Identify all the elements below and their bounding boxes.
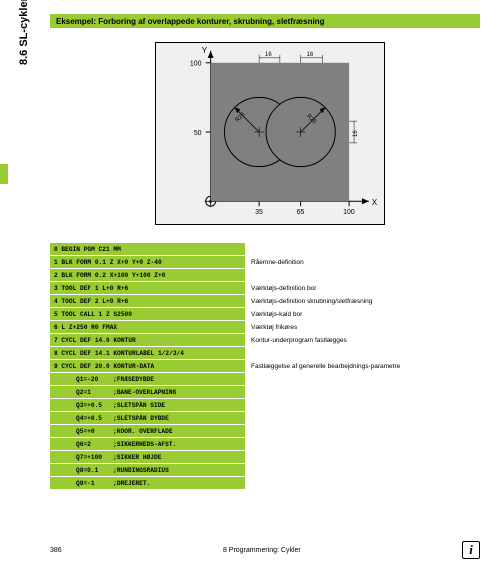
code-row: Q5=+0 ;KOOR. OVERFLADE [50, 425, 480, 437]
axis-y-label: Y [202, 46, 208, 55]
code-row: 7 CYCL DEF 14.0 KONTURKontur-underprogra… [50, 334, 480, 346]
code-row: Q9=-1 ;DREJERET. [50, 477, 480, 489]
desc-cell: Fastlæggelse af generelle bearbejdnings-… [245, 360, 480, 372]
svg-text:16: 16 [307, 52, 314, 58]
desc-cell: Værktøjs-definition bor [245, 282, 480, 294]
svg-text:50: 50 [194, 130, 202, 137]
code-row: Q3=+0.5 ;SLETSPÅN SIDE [50, 399, 480, 411]
code-row: Q1=-20 ;FRÆSEDYBDE [50, 373, 480, 385]
code-cell: Q2=1 ;BANE-OVERLAPNING [50, 386, 245, 398]
code-cell: Q8=0.1 ;RUNDINGSRADIUS [50, 464, 245, 476]
code-row: 3 TOOL DEF 1 L+0 R+6Værktøjs-definition … [50, 282, 480, 294]
desc-cell: Værktøjs-kald bor [245, 308, 480, 320]
code-row: 6 L Z+250 R0 FMAXVærktøj frikøres [50, 321, 480, 333]
code-cell: Q4=+0.5 ;SLETSPÅN DYBDE [50, 412, 245, 424]
code-row: 4 TOOL DEF 2 L+0 R+6Værktøjs-definition … [50, 295, 480, 307]
example-header-text: Eksempel: Forboring af overlappede kontu… [56, 17, 325, 26]
code-cell: 3 TOOL DEF 1 L+0 R+6 [50, 282, 245, 294]
desc-cell [245, 347, 480, 359]
code-row: Q6=2 ;SIKKERHEDS-AFST. [50, 438, 480, 450]
code-row: 5 TOOL CALL 1 Z S2500Værktøjs-kald bor [50, 308, 480, 320]
code-cell: Q6=2 ;SIKKERHEDS-AFST. [50, 438, 245, 450]
svg-text:65: 65 [297, 209, 305, 216]
technical-diagram: X Y 35 65 100 50 100 R25 [155, 42, 385, 225]
code-row: Q8=0.1 ;RUNDINGSRADIUS [50, 464, 480, 476]
code-table: 0 BEGIN PGM C21 MM1 BLK FORM 0.1 Z X+0 Y… [50, 243, 480, 490]
svg-text:100: 100 [343, 209, 355, 216]
code-row: Q7=+100 ;SIKKER HØJDE [50, 451, 480, 463]
code-cell: Q9=-1 ;DREJERET. [50, 477, 245, 489]
code-cell: Q3=+0.5 ;SLETSPÅN SIDE [50, 399, 245, 411]
desc-cell: Kontur-underprogram fastlægges [245, 334, 480, 346]
code-cell: 0 BEGIN PGM C21 MM [50, 243, 245, 255]
code-cell: Q5=+0 ;KOOR. OVERFLADE [50, 425, 245, 437]
desc-cell [245, 373, 480, 385]
code-cell: 5 TOOL CALL 1 Z S2500 [50, 308, 245, 320]
code-cell: 7 CYCL DEF 14.0 KONTUR [50, 334, 245, 346]
desc-cell [245, 412, 480, 424]
chapter-label: 8 Programmering: Cykler [223, 547, 301, 554]
code-cell: 6 L Z+250 R0 FMAX [50, 321, 245, 333]
desc-cell [245, 386, 480, 398]
svg-text:16: 16 [265, 52, 272, 58]
desc-cell [245, 438, 480, 450]
code-cell: 2 BLK FORM 0.2 X+100 Y+100 Z+0 [50, 269, 245, 281]
section-label: 8.6 SL-cykler [18, 0, 30, 65]
desc-cell [245, 243, 480, 255]
desc-cell [245, 451, 480, 463]
code-cell: 9 CYCL DEF 20.0 KONTUR-DATA [50, 360, 245, 372]
desc-cell: Værktøjs-definition skrubning/sletfræsni… [245, 295, 480, 307]
desc-cell [245, 269, 480, 281]
info-icon: i [462, 541, 480, 559]
edge-highlight [0, 164, 8, 184]
desc-cell [245, 464, 480, 476]
code-row: 9 CYCL DEF 20.0 KONTUR-DATAFastlæggelse … [50, 360, 480, 372]
axis-x-label: X [372, 198, 378, 207]
code-cell: 8 CYCL DEF 14.1 KONTURLABEL 1/2/3/4 [50, 347, 245, 359]
code-cell: Q7=+100 ;SIKKER HØJDE [50, 451, 245, 463]
desc-cell [245, 477, 480, 489]
code-row: 8 CYCL DEF 14.1 KONTURLABEL 1/2/3/4 [50, 347, 480, 359]
svg-text:35: 35 [255, 209, 263, 216]
desc-cell: Værktøj frikøres [245, 321, 480, 333]
code-row: 0 BEGIN PGM C21 MM [50, 243, 480, 255]
svg-text:100: 100 [190, 61, 202, 68]
code-row: Q4=+0.5 ;SLETSPÅN DYBDE [50, 412, 480, 424]
code-row: Q2=1 ;BANE-OVERLAPNING [50, 386, 480, 398]
code-cell: 4 TOOL DEF 2 L+0 R+6 [50, 295, 245, 307]
code-cell: 1 BLK FORM 0.1 Z X+0 Y+0 Z-40 [50, 256, 245, 268]
desc-cell [245, 425, 480, 437]
code-cell: Q1=-20 ;FRÆSEDYBDE [50, 373, 245, 385]
desc-cell [245, 399, 480, 411]
page-footer: 386 8 Programmering: Cykler i [50, 541, 480, 559]
svg-text:16: 16 [353, 130, 359, 137]
code-row: 2 BLK FORM 0.2 X+100 Y+100 Z+0 [50, 269, 480, 281]
example-header: Eksempel: Forboring af overlappede kontu… [50, 14, 480, 28]
code-row: 1 BLK FORM 0.1 Z X+0 Y+0 Z-40Råemne-defi… [50, 256, 480, 268]
desc-cell: Råemne-definition [245, 256, 480, 268]
page-number: 386 [50, 547, 62, 554]
diagram-svg: X Y 35 65 100 50 100 R25 [156, 43, 384, 224]
